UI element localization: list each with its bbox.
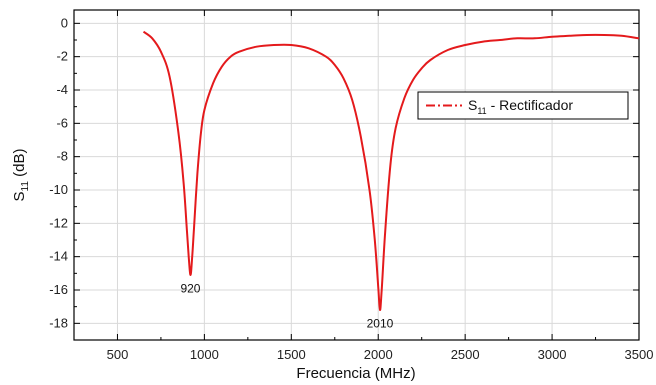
ticks-layer: 500 1000 1500 2000 2500 3000 3500 0 -2 -4 -6 -8 -10 -… [49,10,653,362]
y-tick-label-6: -12 [49,215,68,230]
grid-layer [74,10,639,340]
x-tick-label-0: 500 [107,347,129,362]
legend: S11 - Rectificador [418,92,628,119]
series-layer [144,32,640,310]
annotation-1: 2010 [367,316,394,330]
x-tick-label-2: 1500 [277,347,306,362]
x-tick-label-6: 3500 [625,347,654,362]
y-tick-label-0: 0 [61,15,68,30]
y-tick-label-2: -4 [56,82,68,97]
y-tick-label-4: -8 [56,149,68,164]
y-tick-label-8: -16 [49,282,68,297]
y-tick-label-5: -10 [49,182,68,197]
x-tick-label-5: 3000 [538,347,567,362]
y-tick-label-9: -18 [49,315,68,330]
x-tick-label-3: 2000 [364,347,393,362]
x-axis-title: Frecuencia (MHz) [296,365,415,382]
y-axis-title: S11 (dB) [11,149,31,202]
x-tick-label-1: 1000 [190,347,219,362]
annotation-0: 920 [180,281,200,295]
y-tick-label-7: -14 [49,249,68,264]
series-line-0 [144,32,640,310]
x-tick-label-4: 2500 [451,347,480,362]
y-tick-label-3: -6 [56,115,68,130]
y-tick-label-1: -2 [56,49,68,64]
